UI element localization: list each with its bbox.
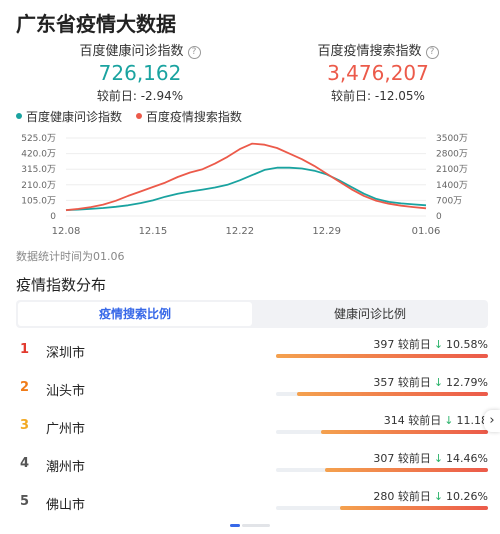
health-index-change: 较前日: -2.94% <box>96 89 184 103</box>
city-stats: 280 较前日 ↓ 10.26% <box>373 488 488 504</box>
health-index-label-text: 百度健康问诊指数 <box>79 44 184 59</box>
left-axis-tick: 315.0万 <box>21 165 56 175</box>
left-axis-tick: 105.0万 <box>21 196 56 206</box>
rank-number: 2 <box>20 380 30 395</box>
tab-health-ratio[interactable]: 健康问诊比例 <box>333 307 406 321</box>
city-name: 佛山市 <box>46 498 86 513</box>
share-bar-fill <box>324 468 488 472</box>
search-index-label-text: 百度疫情搜索指数 <box>317 44 422 59</box>
health-index-label: 百度健康问诊指数? <box>40 40 240 59</box>
search-index-card: 百度疫情搜索指数? 3,476,207 较前日: -12.05% <box>278 40 478 104</box>
left-axis-tick: 210.0万 <box>21 181 56 191</box>
change-percent: 11.18 <box>456 414 489 427</box>
rank-number: 5 <box>20 494 30 509</box>
share-bar-fill <box>339 506 488 510</box>
page-indicator <box>230 524 270 527</box>
section-title: 疫情指数分布 <box>16 276 107 294</box>
x-axis-tick: 12.29 <box>312 226 341 237</box>
share-bar <box>276 506 488 510</box>
arrow-down-icon: ↓ <box>433 376 444 389</box>
city-stats: 314 较前日 ↓ 11.18 <box>384 412 488 428</box>
x-axis-tick: 12.15 <box>139 226 168 237</box>
share-bar <box>276 430 488 434</box>
share-bar <box>276 468 488 472</box>
compare-label: 较前日 <box>397 490 431 503</box>
compare-label: 较前日 <box>397 376 431 389</box>
legend-label: 百度健康问诊指数 <box>26 110 123 124</box>
change-percent: 14.46% <box>446 452 488 465</box>
update-note: 数据统计时间为01.06 <box>16 250 125 263</box>
left-axis-tick: 420.0万 <box>21 150 56 160</box>
city-stats: 307 较前日 ↓ 14.46% <box>373 450 488 466</box>
legend-label: 百度疫情搜索指数 <box>145 110 242 124</box>
ranking-row[interactable]: 5 佛山市 280 较前日 ↓ 10.26% <box>0 488 500 526</box>
share-bar-fill <box>297 392 488 396</box>
share-bar-fill <box>276 354 488 358</box>
share-bar <box>276 392 488 396</box>
search-index-value: 3,476,207 <box>327 61 429 85</box>
ratio-tabs: 疫情搜索比例 健康问诊比例 <box>16 300 488 328</box>
legend-item-health[interactable]: 百度健康问诊指数 <box>16 110 122 124</box>
search-index-label: 百度疫情搜索指数? <box>278 40 478 59</box>
arrow-down-icon: ↓ <box>433 452 444 465</box>
city-index-value: 314 <box>383 414 405 427</box>
right-axis-tick: 1400万 <box>436 181 468 191</box>
ranking-row[interactable]: 2 汕头市 357 较前日 ↓ 12.79% <box>0 374 500 412</box>
legend-dot-icon <box>135 113 142 119</box>
left-axis-tick: 525.0万 <box>21 134 56 144</box>
chevron-right-icon[interactable]: › <box>484 410 500 432</box>
city-name: 广州市 <box>46 422 86 437</box>
city-index-value: 307 <box>373 452 395 465</box>
page-dot <box>242 524 270 527</box>
city-index-value: 397 <box>373 338 395 351</box>
ranking-row[interactable]: 4 潮州市 307 较前日 ↓ 14.46% <box>0 450 500 488</box>
series-line-search <box>65 142 427 212</box>
rank-number: 3 <box>20 418 30 433</box>
help-icon[interactable]: ? <box>187 46 201 59</box>
right-axis-tick: 2100万 <box>436 165 468 175</box>
share-bar <box>276 354 488 358</box>
compare-label: 较前日 <box>397 338 431 351</box>
change-percent: 10.58% <box>446 338 488 351</box>
page-title: 广东省疫情大数据 <box>16 12 176 36</box>
page-dot-active <box>230 524 240 527</box>
trend-chart: 0 0 105.0万 700万 210.0万 1400万 315.0万 2100万 420.0万… <box>21 134 468 237</box>
change-percent: 12.79% <box>446 376 488 389</box>
tab-search-ratio[interactable]: 疫情搜索比例 <box>18 302 252 326</box>
right-axis-tick: 0 <box>436 212 442 222</box>
x-axis-tick: 12.22 <box>225 226 254 237</box>
legend-item-search[interactable]: 百度疫情搜索指数 <box>135 110 242 124</box>
health-index-card: 百度健康问诊指数? 726,162 较前日: -2.94% <box>40 40 240 104</box>
arrow-down-icon: ↓ <box>433 338 444 351</box>
city-stats: 397 较前日 ↓ 10.58% <box>373 336 488 352</box>
city-index-value: 357 <box>373 376 395 389</box>
compare-label: 较前日 <box>397 452 431 465</box>
rank-number: 4 <box>20 456 30 471</box>
series-line-health <box>65 166 427 211</box>
city-name: 汕头市 <box>46 384 86 399</box>
change-percent: 10.26% <box>446 490 488 503</box>
arrow-down-icon: ↓ <box>444 414 454 427</box>
help-icon[interactable]: ? <box>425 46 439 59</box>
city-name: 潮州市 <box>46 460 86 475</box>
city-name: 深圳市 <box>46 346 86 361</box>
arrow-down-icon: ↓ <box>433 490 444 503</box>
compare-label: 较前日 <box>408 414 442 427</box>
right-axis-tick: 3500万 <box>436 134 468 144</box>
rank-number: 1 <box>20 342 30 357</box>
share-bar-fill <box>320 430 488 434</box>
ranking-row[interactable]: 1 深圳市 397 较前日 ↓ 10.58% <box>0 336 500 374</box>
city-stats: 357 较前日 ↓ 12.79% <box>373 374 488 390</box>
city-index-value: 280 <box>373 490 395 503</box>
health-index-value: 726,162 <box>98 61 182 85</box>
right-axis-tick: 700万 <box>436 196 462 206</box>
x-axis-tick: 12.08 <box>52 226 81 237</box>
search-index-change: 较前日: -12.05% <box>331 89 425 103</box>
x-axis-tick: 01.06 <box>412 226 441 237</box>
right-axis-tick: 2800万 <box>436 150 468 160</box>
ranking-row[interactable]: 3 广州市 314 较前日 ↓ 11.18 <box>0 412 500 450</box>
chart-legend: 百度健康问诊指数 百度疫情搜索指数 <box>16 108 252 125</box>
legend-dot-icon <box>16 113 22 119</box>
left-axis-tick: 0 <box>50 212 56 222</box>
